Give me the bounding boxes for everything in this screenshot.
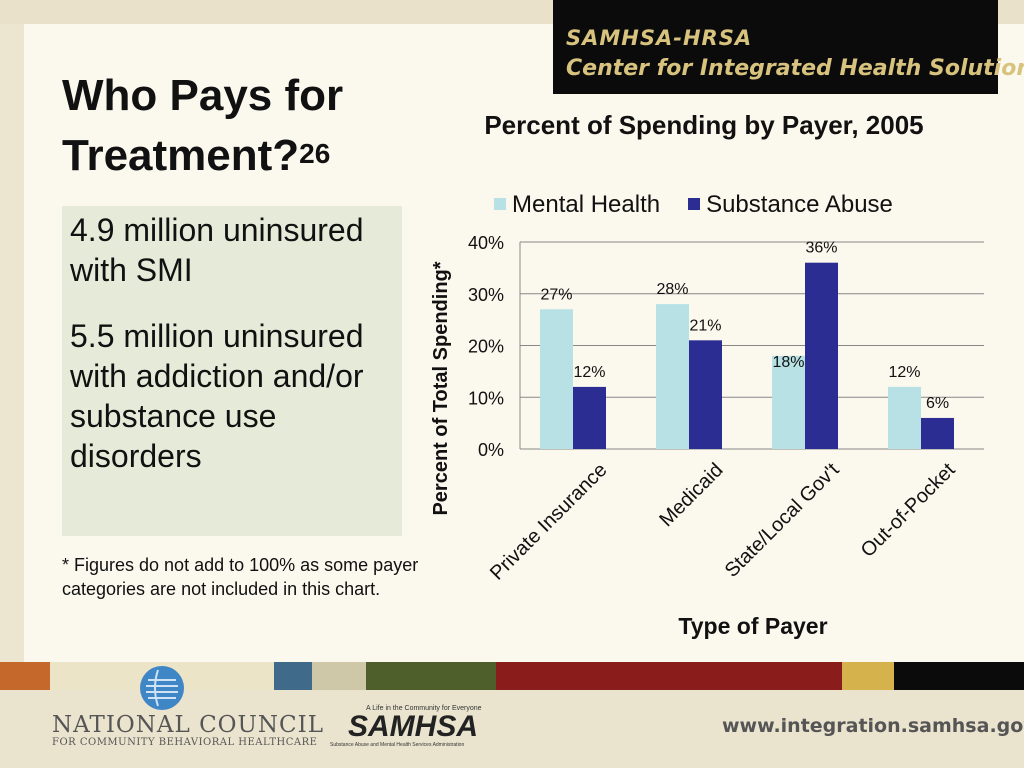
national-council-globe-icon [140,666,184,710]
header-org-name: SAMHSA-HRSA [566,26,753,50]
data-label: 28% [656,281,688,298]
footer-band-segment [366,662,496,690]
bar-substance-abuse [805,262,838,449]
chart-legend: Mental Health Substance Abuse [494,191,921,219]
national-council-subtitle: FOR COMMUNITY BEHAVIORAL HEALTHCARE [52,737,318,748]
legend-swatch-mental-health [494,197,506,210]
bar-chart: 0% 10% 20% 30% 40% 27% 12% Private Insurance 28%… [430,233,984,639]
footer-band-segment [894,662,1024,690]
title-footnote-number: 26 [299,138,331,169]
footer-band-segment [496,662,842,690]
data-label: 36% [805,240,837,257]
x-tick-label: Private Insurance [486,459,612,585]
header-logo-box [553,0,998,94]
slide-title: Who Pays for Treatment?26 [62,71,344,180]
footer-band-segment [842,662,894,690]
data-label: 12% [573,364,605,381]
footer-band-segment [274,662,312,690]
left-stripe [0,24,24,662]
bar-mental-health [656,304,689,449]
data-label: 12% [888,364,920,381]
header-center-name: Center for Integrated Health Solutions [566,56,1024,81]
x-tick-label: State/Local Gov't [721,459,844,582]
bullet-box [62,206,402,536]
data-label: 6% [926,395,949,412]
y-tick-label: 10% [468,388,504,408]
bullet-uninsured-addiction: 5.5 million uninsured with addiction and… [70,318,364,474]
x-tick-label: Out-of-Pocket [857,459,960,562]
footer-band-segment [312,662,366,690]
y-tick-label: 40% [468,233,504,253]
national-council-name: NATIONAL COUNCIL [52,712,324,738]
data-label: 21% [689,317,721,334]
x-axis-title: Type of Payer [678,613,827,639]
bar-mental-health [888,386,921,449]
chart-footnote: * Figures do not add to 100% as some pay… [62,555,419,599]
bar-substance-abuse [573,386,606,449]
bar-mental-health [772,355,805,449]
bar-mental-health [540,309,573,449]
samhsa-logo: SAMHSA [348,710,479,743]
samhsa-tagline: A Life in the Community for Everyone [366,705,482,712]
data-label: 18% [772,354,804,371]
website-url[interactable]: www.integration.samhsa.gov [722,715,1024,737]
legend-label: Substance Abuse [706,191,893,218]
bar-substance-abuse [689,340,722,449]
y-tick-label: 30% [468,285,504,305]
legend-swatch-substance-abuse [688,197,701,210]
y-tick-label: 0% [478,440,504,460]
samhsa-subtitle: Substance Abuse and Mental Health Servic… [330,742,465,748]
bullet-uninsured-smi: 4.9 million uninsured with SMI [70,212,364,288]
bar-substance-abuse [921,417,954,449]
chart-title: Percent of Spending by Payer, 2005 [484,110,924,140]
legend-label: Mental Health [512,191,661,218]
footer-band-segment [0,662,50,690]
x-tick-label: Medicaid [655,459,727,531]
legend-item-substance-abuse: Substance Abuse [688,191,893,219]
y-tick-label: 20% [468,337,504,357]
legend-item-mental-health: Mental Health [494,191,660,219]
data-label: 27% [540,286,572,303]
y-axis-title: Percent of Total Spending* [430,261,452,515]
